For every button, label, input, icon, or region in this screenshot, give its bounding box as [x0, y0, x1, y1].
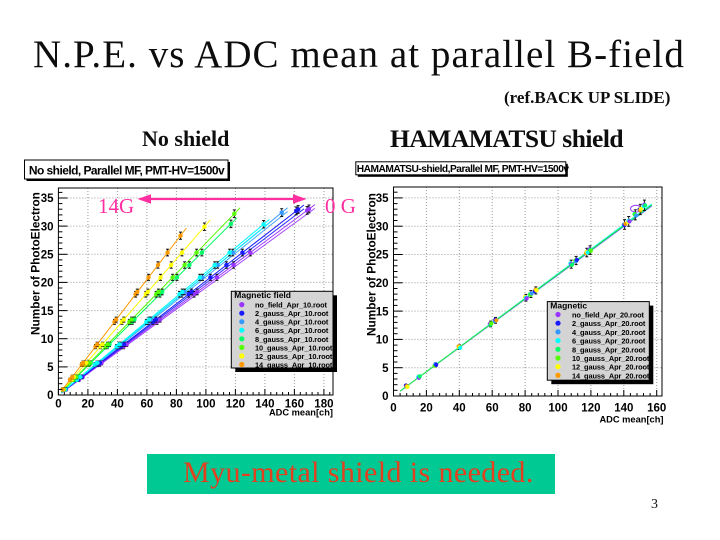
svg-text:6_gauss_Apr_20.root: 6_gauss_Apr_20.root: [572, 337, 646, 346]
svg-text:80: 80: [170, 399, 183, 411]
svg-text:0: 0: [390, 403, 396, 415]
svg-text:HAMAMATSU-shield,Parallel MF,: HAMAMATSU-shield,Parallel MF, PMT-HV=150…: [357, 164, 570, 175]
svg-text:180: 180: [314, 399, 333, 411]
svg-text:0: 0: [55, 399, 61, 411]
svg-text:100: 100: [196, 399, 215, 411]
svg-text:30: 30: [376, 221, 389, 233]
svg-text:25: 25: [376, 250, 389, 262]
svg-text:35: 35: [41, 193, 54, 205]
svg-text:35: 35: [376, 193, 389, 205]
svg-text:20: 20: [376, 278, 389, 290]
svg-text:20: 20: [420, 403, 433, 415]
svg-text:140: 140: [255, 399, 274, 411]
svg-text:10_gauss_Apr_20.root: 10_gauss_Apr_20.root: [572, 354, 650, 363]
svg-text:10: 10: [41, 334, 54, 346]
svg-text:Number of PhotoElectron: Number of PhotoElectron: [365, 193, 379, 336]
svg-text:10_gauss_Apr_10.root: 10_gauss_Apr_10.root: [255, 343, 333, 352]
svg-text:6_gauss_Apr_10.root: 6_gauss_Apr_10.root: [255, 326, 329, 335]
svg-text:Magnetic field: Magnetic field: [234, 290, 291, 300]
svg-text:80: 80: [519, 403, 532, 415]
svg-text:14_gauss_Apr_20.root: 14_gauss_Apr_20.root: [572, 371, 650, 380]
svg-text:2_gauss_Apr_20.root: 2_gauss_Apr_20.root: [572, 319, 646, 328]
svg-text:5: 5: [382, 363, 389, 375]
svg-text:140: 140: [614, 403, 633, 415]
svg-text:Magnetic: Magnetic: [550, 300, 587, 310]
svg-text:4_gauss_Apr_10.root: 4_gauss_Apr_10.root: [255, 318, 329, 327]
svg-text:14_gauss_Apr_10.root: 14_gauss_Apr_10.root: [255, 361, 333, 370]
svg-text:Number of PhotoElectron: Number of PhotoElectron: [29, 192, 43, 335]
svg-text:40: 40: [111, 399, 124, 411]
svg-text:100: 100: [548, 403, 567, 415]
svg-text:60: 60: [486, 403, 499, 415]
svg-text:2_gauss_Apr_10.root: 2_gauss_Apr_10.root: [255, 309, 329, 318]
svg-text:160: 160: [285, 399, 304, 411]
svg-text:8_gauss_Apr_10.root: 8_gauss_Apr_10.root: [255, 335, 329, 344]
svg-text:ADC mean[ch]: ADC mean[ch]: [599, 415, 663, 425]
svg-text:no_field_Apr_20.root: no_field_Apr_20.root: [572, 311, 645, 320]
svg-text:20: 20: [41, 278, 54, 290]
svg-text:0: 0: [382, 391, 388, 403]
svg-text:120: 120: [226, 399, 245, 411]
svg-text:20: 20: [82, 399, 95, 411]
svg-text:25: 25: [41, 250, 54, 262]
svg-text:15: 15: [376, 306, 389, 318]
svg-text:60: 60: [141, 399, 154, 411]
svg-text:0: 0: [47, 390, 53, 402]
svg-text:No shield, Parallel MF, PMT-HV: No shield, Parallel MF, PMT-HV=1500v: [29, 164, 225, 178]
svg-text:12_gauss_Apr_10.root: 12_gauss_Apr_10.root: [255, 352, 333, 361]
svg-text:4_gauss_Apr_20.root: 4_gauss_Apr_20.root: [572, 328, 646, 337]
svg-text:12_gauss_Apr_20.root: 12_gauss_Apr_20.root: [572, 363, 650, 372]
svg-text:40: 40: [453, 403, 466, 415]
svg-text:30: 30: [41, 221, 54, 233]
svg-text:120: 120: [581, 403, 600, 415]
svg-text:8_gauss_Apr_20.root: 8_gauss_Apr_20.root: [572, 345, 646, 354]
svg-text:5: 5: [47, 362, 54, 374]
svg-text:160: 160: [647, 403, 666, 415]
svg-text:no_field_Apr_10.root: no_field_Apr_10.root: [255, 301, 328, 310]
svg-text:10: 10: [376, 335, 389, 347]
svg-text:15: 15: [41, 306, 54, 318]
svg-text:ADC mean[ch]: ADC mean[ch]: [269, 408, 333, 418]
